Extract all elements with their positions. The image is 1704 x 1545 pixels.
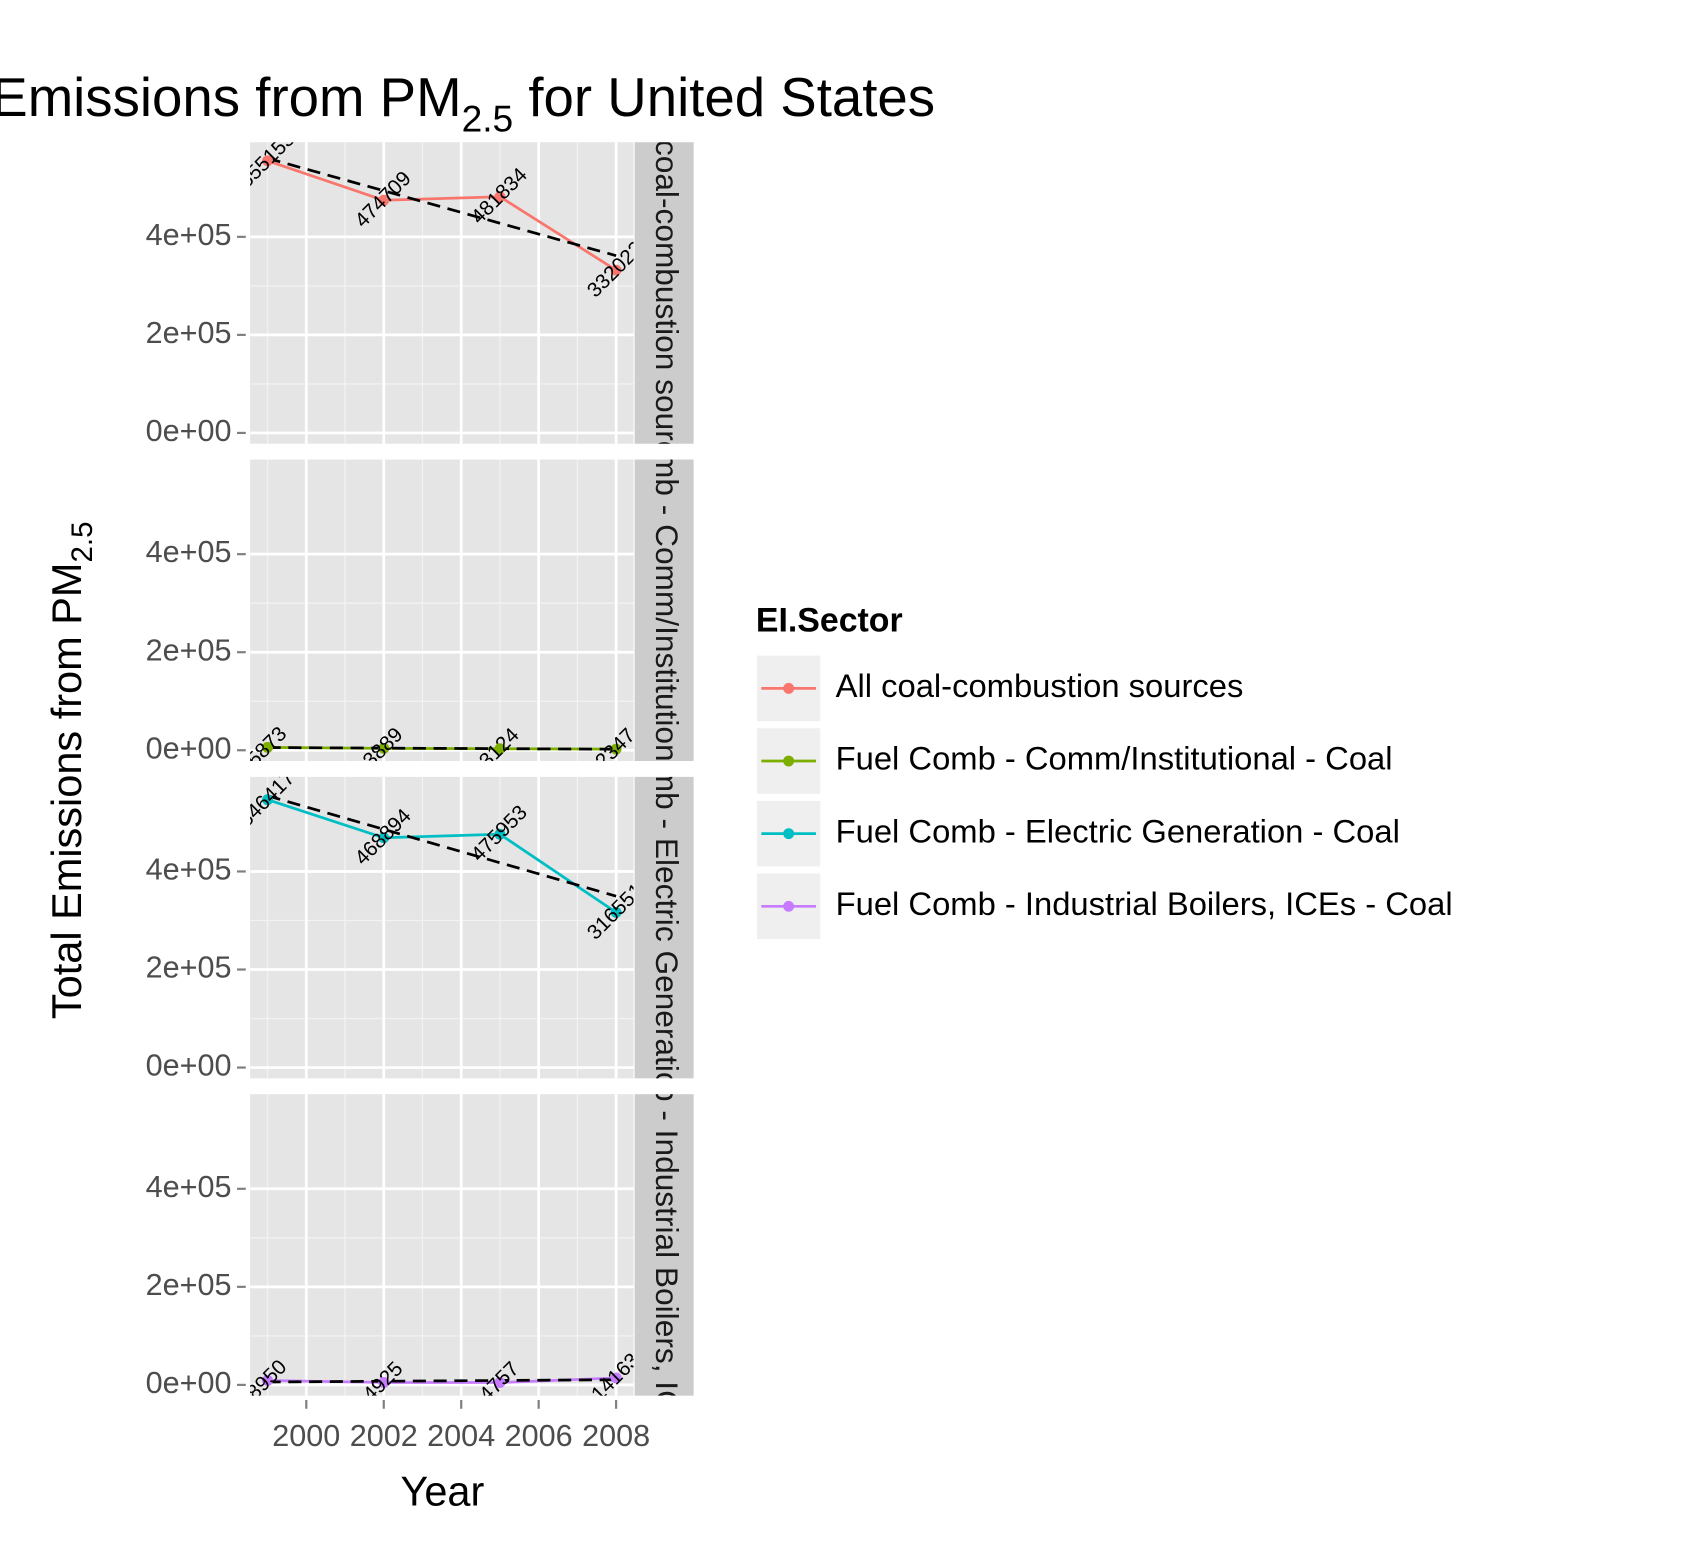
panel-background	[250, 776, 634, 1079]
trend-line	[267, 1378, 617, 1384]
title-end: for United States	[513, 67, 935, 128]
point	[378, 742, 390, 754]
point	[262, 741, 274, 753]
trend-line	[267, 156, 617, 257]
strip: Fuel Comb - Electric Generation - Coal	[649, 655, 685, 1200]
strip-label: All coal-combustion sources	[649, 96, 685, 490]
panel-background	[250, 1094, 634, 1396]
strip-background	[634, 1094, 694, 1396]
panel-background	[250, 459, 634, 762]
series-line	[267, 1376, 617, 1384]
legend-key-point	[783, 682, 795, 694]
legend-title: EI.Sector	[756, 602, 903, 640]
legend-key-point	[783, 755, 795, 767]
strip-background	[634, 459, 694, 762]
point	[378, 1377, 390, 1388]
point	[610, 264, 622, 276]
y-tick-label: 2e+05	[146, 951, 232, 985]
point	[494, 1377, 506, 1389]
y-tick-label: 4e+05	[146, 853, 232, 887]
y-axis-title: Total Emissions from PM2.5	[43, 522, 99, 1020]
trend-line	[267, 746, 617, 751]
x-tick-label: 2008	[582, 1419, 650, 1453]
title-subscript: 2.5	[462, 97, 514, 139]
legend-label: Fuel Comb - Comm/Institutional - Coal	[836, 740, 1393, 777]
y-tick-label: 0e+00	[146, 414, 232, 448]
point	[262, 1375, 274, 1386]
point	[494, 743, 506, 755]
x-axis-title: Year	[400, 1467, 484, 1514]
point	[378, 194, 390, 206]
x-tick-label: 2000	[272, 1419, 340, 1453]
strip: Fuel Comb - Comm/Institutional - Coal	[649, 341, 685, 879]
strip-label: Fuel Comb - Electric Generation - Coal	[649, 655, 685, 1200]
title-main: Emissions from PM	[0, 67, 462, 128]
legend-key-point	[783, 828, 795, 840]
series-line	[267, 159, 617, 272]
legend-label: All coal-combustion sources	[836, 667, 1244, 704]
x-tick-label: 2004	[427, 1419, 495, 1453]
panel-background	[250, 142, 634, 444]
panel: 8950 4925 4757 14163	[250, 1094, 634, 1396]
y-title-subscript: 2.5	[66, 522, 99, 563]
y-tick-label: 0e+00	[146, 731, 232, 765]
y-title-main: Total Emissions from PM	[43, 563, 90, 1020]
strip-background	[634, 142, 694, 444]
point	[262, 155, 274, 167]
trend-line	[267, 794, 617, 898]
y-tick-label: 4e+05	[146, 1170, 232, 1204]
point	[494, 828, 506, 840]
chart-title: Emissions from PM2.5 for United States	[0, 67, 935, 139]
point	[610, 743, 622, 755]
y-tick-label: 2e+05	[146, 316, 232, 350]
x-tick-label: 2002	[350, 1419, 418, 1453]
legend-label: Fuel Comb - Electric Generation - Coal	[836, 812, 1400, 849]
y-tick-label: 0e+00	[146, 1049, 232, 1083]
strip: All coal-combustion sources	[649, 96, 685, 490]
strip-label: Fuel Comb - Industrial Boilers, ICEs - C…	[649, 947, 685, 1543]
y-tick-label: 2e+05	[146, 1268, 232, 1302]
strip-label: Fuel Comb - Comm/Institutional - Coal	[649, 341, 685, 879]
y-tick-label: 2e+05	[146, 633, 232, 667]
legend-key-point	[783, 900, 795, 912]
strip: Fuel Comb - Industrial Boilers, ICEs - C…	[649, 947, 685, 1543]
strip-background	[634, 776, 694, 1079]
y-tick-label: 4e+05	[146, 218, 232, 252]
legend-label: Fuel Comb - Industrial Boilers, ICEs - C…	[836, 885, 1453, 922]
point	[262, 794, 274, 806]
point	[494, 191, 506, 203]
x-tick-label: 2006	[505, 1419, 573, 1453]
y-tick-label: 4e+05	[146, 535, 232, 569]
series-line	[267, 798, 617, 914]
y-tick-label: 0e+00	[146, 1366, 232, 1400]
point	[378, 832, 390, 844]
point	[610, 1372, 622, 1384]
point	[610, 906, 622, 918]
